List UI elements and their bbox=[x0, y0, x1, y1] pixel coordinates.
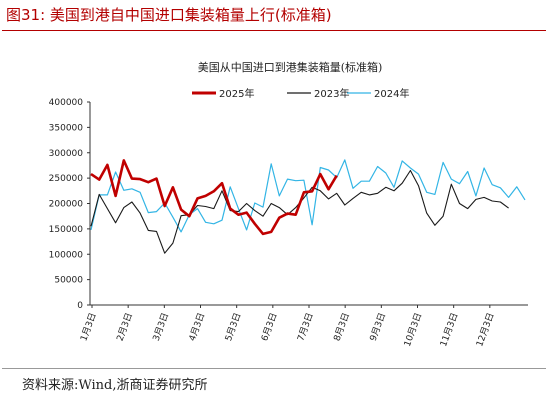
series-line-2 bbox=[90, 159, 526, 233]
series-line-0 bbox=[90, 159, 338, 236]
y-tick-label: 100000 bbox=[49, 250, 84, 260]
x-tick-label: 10月3日 bbox=[402, 311, 424, 348]
x-tick-label: 1月3日 bbox=[78, 311, 98, 342]
line-chart: 美国从中国进口到港集装箱量(标准箱) 2025年 2023年 2024年 40000… bbox=[49, 60, 528, 348]
y-tick-label: 350000 bbox=[49, 123, 84, 133]
figure-title: 图31: 美国到港自中国进口集装箱量上行(标准箱) bbox=[6, 6, 332, 24]
y-tick-label: 0 bbox=[77, 301, 83, 311]
series-lines bbox=[90, 159, 526, 254]
x-tick-label: 11月3日 bbox=[438, 311, 460, 348]
x-tick-label: 7月3日 bbox=[295, 311, 315, 342]
y-tick-label: 50000 bbox=[54, 276, 83, 286]
footer-rule bbox=[2, 368, 546, 369]
source-note: 资料来源:Wind,浙商证券研究所 bbox=[22, 378, 208, 393]
legend-label: 2025年 bbox=[219, 87, 254, 100]
y-tick-label: 400000 bbox=[49, 98, 84, 108]
x-tick-label: 5月3日 bbox=[223, 311, 243, 342]
y-tick-label: 300000 bbox=[49, 149, 84, 159]
legend-label: 2023年 bbox=[314, 87, 349, 100]
x-axis: 1月3日 2月3日 3月3日 4月3日 5月3日 6月3日 7月3日 8月3日 9月3日 10月3… bbox=[78, 304, 528, 348]
x-tick-label: 4月3日 bbox=[187, 311, 207, 342]
x-tick-label: 3月3日 bbox=[151, 311, 171, 342]
x-tick-label: 9月3日 bbox=[368, 311, 388, 342]
x-tick-label: 6月3日 bbox=[259, 311, 279, 342]
y-axis: 400000 350000 300000 250000 200000 150000 1000… bbox=[49, 98, 91, 311]
y-tick-label: 250000 bbox=[49, 174, 84, 184]
x-tick-label: 8月3日 bbox=[332, 311, 352, 342]
legend-label: 2024年 bbox=[374, 87, 409, 100]
y-tick-label: 150000 bbox=[49, 225, 84, 235]
x-tick-label: 12月3日 bbox=[474, 311, 496, 348]
y-tick-label: 200000 bbox=[49, 200, 84, 210]
title-rule bbox=[2, 30, 546, 31]
legend: 2025年 2023年 2024年 bbox=[192, 87, 409, 100]
chart-title: 美国从中国进口到港集装箱量(标准箱) bbox=[198, 60, 383, 74]
x-tick-label: 2月3日 bbox=[115, 311, 135, 342]
